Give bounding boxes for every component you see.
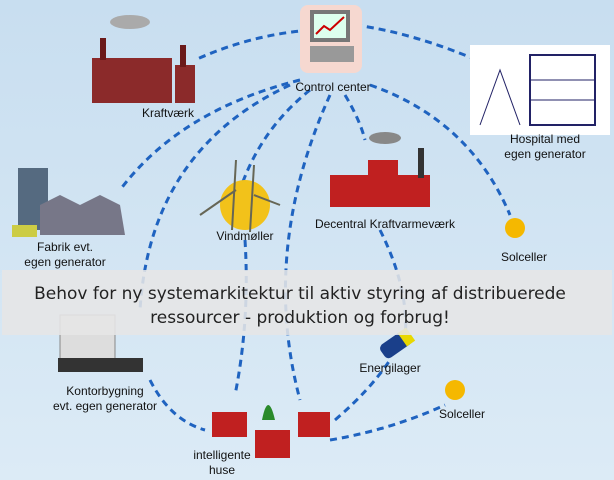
node-label: Solceller [439,407,485,421]
node-label: Kraftværk [142,106,195,120]
decentral-icon [330,132,430,207]
fabrik-icon [12,168,125,237]
node-label: Decentral Kraftvarmeværk [315,217,456,231]
link [334,359,392,422]
node-label: Hospital med [510,132,580,146]
banner-box [2,270,612,335]
kraftvaerk-icon [92,15,195,103]
link [238,88,311,191]
link [329,403,446,442]
banner-text: ressourcer - produktion og forbrug! [150,308,450,328]
link [148,379,206,432]
sun-icon [505,218,525,238]
node-label: egen generator [504,147,585,161]
node-label: Solceller [501,250,547,264]
node-label: intelligente [193,448,251,462]
control-center-icon [300,5,362,73]
node-label: egen generator [24,255,105,269]
node-label: Vindmøller [216,229,273,243]
links [118,23,521,442]
link [343,94,367,141]
banner-text: Behov for ny systemarkitektur til aktiv … [34,284,566,304]
link [354,23,521,82]
node-label: Kontorbygning [66,384,143,398]
houses-icon [212,405,330,458]
link [369,83,512,216]
link [194,28,311,62]
node-label: Fabrik evt. [37,240,93,254]
wind-icon [199,159,281,233]
link [284,94,332,401]
node-label: Control center [295,80,370,94]
link [118,78,301,191]
sun-icon [445,380,465,400]
node-label: evt. egen generator [53,399,157,413]
node-label: huse [209,463,235,477]
hospital-icon [470,45,610,135]
node-label: Energilager [359,361,420,375]
